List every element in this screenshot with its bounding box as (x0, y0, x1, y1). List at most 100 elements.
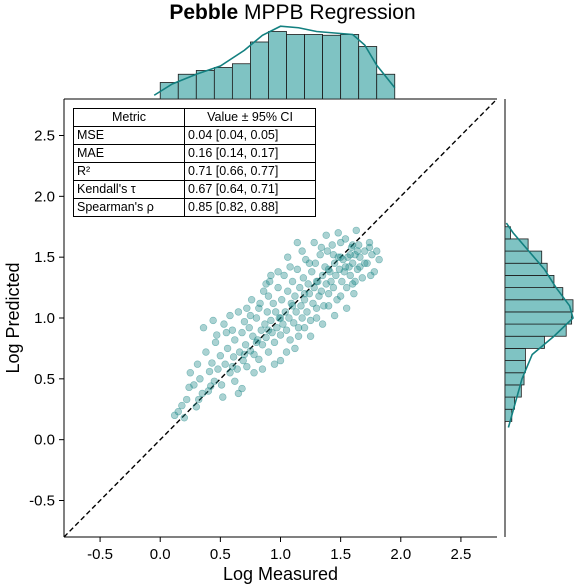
scatter-point (292, 308, 300, 316)
scatter-point (338, 277, 346, 286)
x-tick-label: -0.5 (87, 546, 113, 563)
scatter-point (363, 259, 371, 267)
scatter-point (303, 308, 311, 316)
scatter-point (276, 356, 285, 365)
scatter-point (353, 247, 362, 255)
x-histogram-bar (304, 34, 323, 100)
metrics-row-kendall: Kendall's τ 0.67 [0.64, 0.71] (73, 180, 316, 199)
scatter-point (196, 375, 204, 383)
scatter-point (265, 277, 274, 286)
scatter-point (234, 389, 243, 398)
scatter-point (299, 274, 308, 282)
x-axis-label: Log Measured (223, 564, 338, 584)
scatter-point (174, 407, 182, 416)
y-tick-label: 1.5 (34, 249, 55, 266)
y-tick-label: -0.5 (29, 493, 55, 510)
scatter-point (226, 369, 234, 377)
scatter-point (317, 243, 326, 252)
scatter-point (208, 359, 216, 367)
scatter-point (240, 350, 249, 359)
scatter-point (223, 344, 232, 353)
scatter-point (367, 271, 375, 280)
scatter-point (336, 253, 345, 261)
scatter-point (284, 287, 292, 295)
scatter-point (226, 311, 234, 320)
scatter-point (270, 360, 279, 368)
scatter-point (305, 259, 314, 267)
scatter-point (298, 314, 306, 322)
metrics-header-value: Value ± 95% CI (184, 108, 316, 127)
x-histogram-bar (322, 34, 342, 100)
metric-value: 0.04 [0.04, 0.05] (184, 126, 316, 145)
x-histogram-bar (195, 70, 215, 100)
scatter-point (241, 341, 250, 349)
scatter-point (288, 277, 297, 286)
scatter-point (229, 353, 238, 361)
metric-name: Spearman's ρ (73, 198, 185, 217)
scatter-point (318, 320, 327, 328)
scatter-point (221, 360, 229, 368)
x-histogram-bar (340, 34, 360, 100)
scatter-point (263, 308, 271, 316)
scatter-point (180, 414, 188, 422)
scatter-point (346, 271, 354, 280)
scatter-point (186, 369, 194, 377)
scatter-point (293, 238, 302, 247)
scatter-point (211, 338, 220, 347)
scatter-point (350, 289, 358, 298)
metric-value: 0.67 [0.64, 0.71] (184, 180, 316, 199)
scatter-point (257, 326, 265, 334)
scatter-point (205, 367, 214, 376)
scatter-point (334, 229, 342, 237)
x-histogram-bar (213, 67, 233, 100)
scatter-point (291, 292, 299, 300)
scatter-point (245, 324, 253, 332)
scatter-point (207, 382, 215, 390)
scatter-point (273, 324, 281, 332)
scatter-point (193, 360, 202, 368)
scatter-point (199, 324, 208, 332)
scatter-point (328, 241, 336, 249)
scatter-point (280, 271, 288, 280)
scatter-point (274, 268, 282, 276)
scatter-point (264, 348, 273, 356)
scatter-point (270, 338, 279, 347)
scatter-point (262, 333, 270, 342)
scatter-point (322, 231, 330, 239)
metric-name: Kendall's τ (73, 180, 185, 199)
y-tick-label: 2.5 (34, 128, 55, 145)
scatter-point (228, 362, 237, 371)
scatter-point (332, 271, 340, 280)
scatter-point (347, 243, 356, 252)
scatter-point (276, 314, 285, 322)
scatter-point (310, 283, 318, 292)
scatter-point (312, 314, 321, 322)
scatter-point (246, 311, 255, 320)
scatter-point (255, 304, 263, 312)
scatter-point (296, 283, 304, 292)
metric-value: 0.85 [0.82, 0.88] (184, 198, 316, 217)
x-histogram-bar (358, 46, 378, 100)
x-histogram-bar (231, 63, 251, 100)
scatter-point (281, 308, 290, 316)
scatter-point (318, 271, 327, 280)
scatter-point (312, 277, 321, 286)
scatter-point (373, 247, 381, 255)
scatter-point (326, 268, 334, 276)
scatter-point (323, 247, 332, 255)
scatter-point (358, 274, 366, 282)
scatter-point (294, 332, 303, 340)
scatter-point (287, 299, 296, 308)
scatter-point (316, 251, 324, 259)
scatter-point (185, 383, 193, 392)
scatter-point (327, 277, 335, 286)
scatter-point (324, 302, 333, 310)
x-histogram-bar (268, 31, 287, 100)
scatter-point (306, 332, 315, 340)
scatter-point (279, 320, 287, 328)
scatter-point (329, 283, 338, 292)
scatter-point (231, 336, 239, 344)
scatter-point (304, 280, 312, 288)
scatter-plot-area: -0.5 0.0 0.5 1.0 1.5 2.0 2.5 -0.5 0.0 0.5 1.0 1.5 2.… (29, 98, 498, 563)
scatter-point (375, 255, 383, 264)
